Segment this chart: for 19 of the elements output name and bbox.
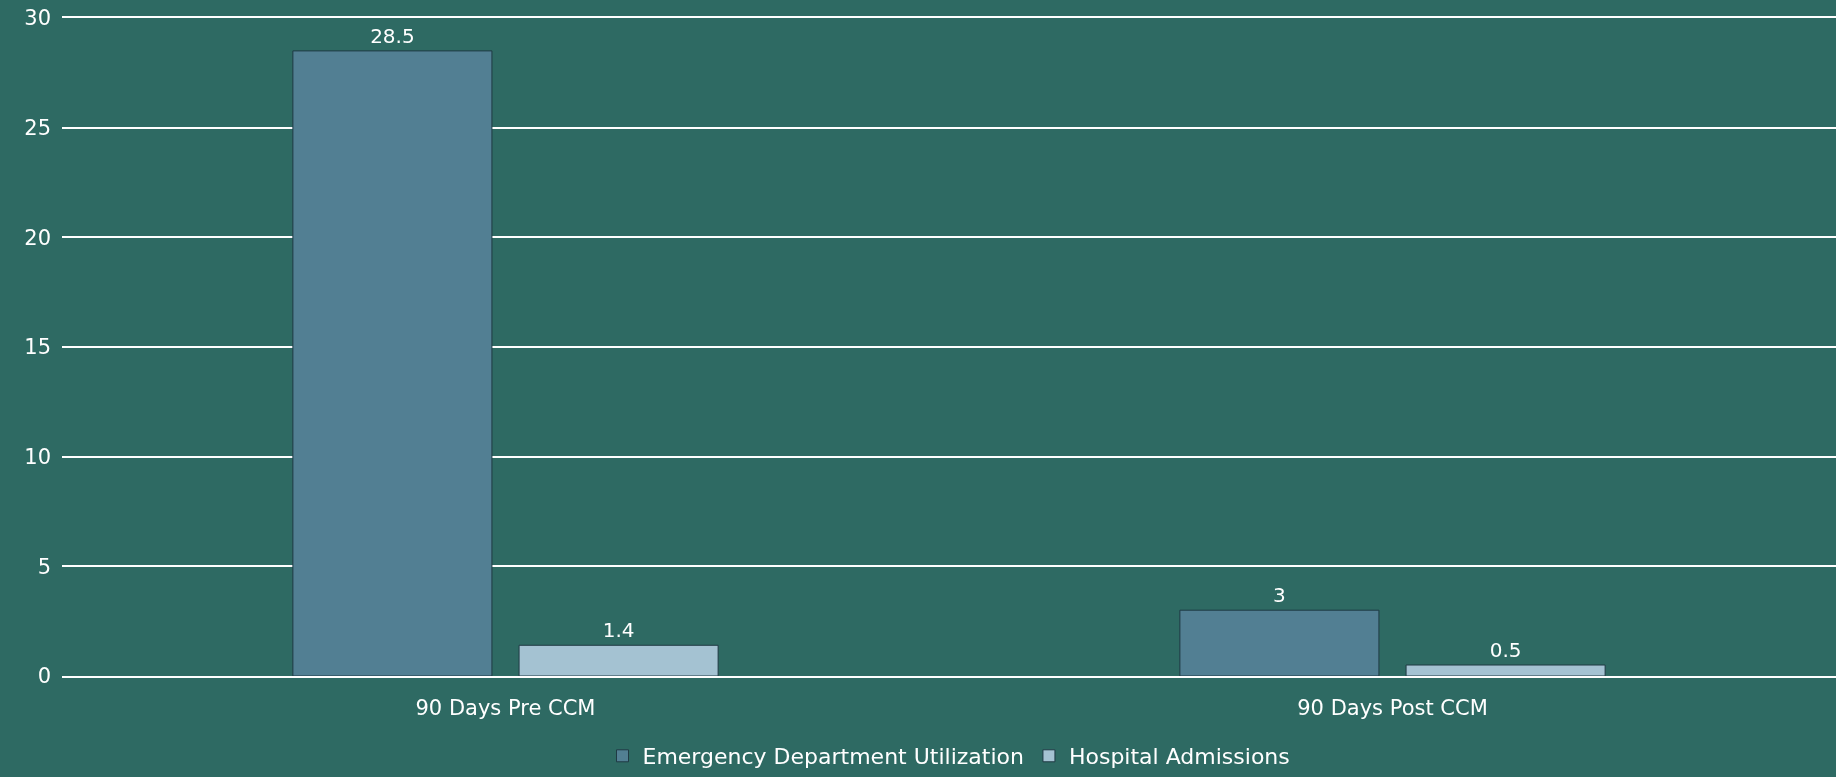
- data-label: 1.4: [602, 618, 635, 643]
- bar: [1405, 664, 1606, 676]
- bar: [1179, 609, 1380, 676]
- y-tick-label: 0: [37, 664, 51, 689]
- y-tick-label: 10: [24, 445, 51, 470]
- x-tick-label: 90 Days Post CCM: [1297, 696, 1488, 721]
- y-tick-label: 5: [37, 554, 51, 579]
- x-tick-label: 90 Days Pre CCM: [415, 696, 596, 721]
- legend-label: Emergency Department Utilization: [642, 744, 1024, 770]
- y-tick-label: 15: [24, 335, 51, 360]
- bar: [292, 50, 493, 676]
- legend-label: Hospital Admissions: [1068, 744, 1290, 770]
- data-label: 0.5: [1489, 638, 1522, 663]
- data-label: 3: [1273, 583, 1286, 608]
- bar: [518, 644, 719, 676]
- y-tick-label: 20: [24, 225, 51, 250]
- y-tick-label: 25: [24, 116, 51, 141]
- y-tick-label: 30: [24, 6, 51, 31]
- data-label: 28.5: [370, 23, 415, 48]
